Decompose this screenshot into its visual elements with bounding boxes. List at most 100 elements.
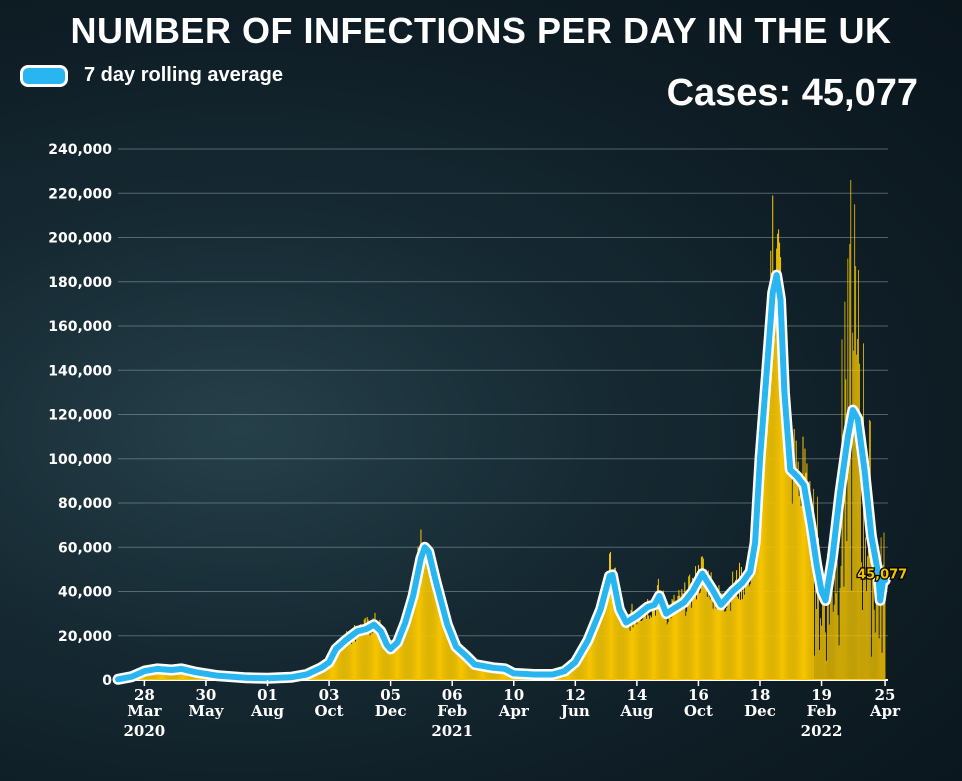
daily-case-bar — [742, 582, 744, 680]
daily-case-bar — [391, 646, 393, 680]
daily-case-bar — [419, 554, 421, 680]
daily-case-bar — [393, 651, 395, 680]
daily-case-bar — [624, 612, 626, 680]
daily-case-bar — [439, 611, 441, 680]
daily-case-bar — [811, 553, 813, 680]
daily-case-bar — [878, 638, 880, 680]
daily-case-bar — [322, 667, 324, 680]
daily-case-bar — [777, 233, 779, 680]
daily-case-bar — [755, 508, 757, 680]
daily-case-bar — [399, 636, 401, 680]
daily-case-bar — [445, 628, 447, 680]
daily-case-bar — [712, 608, 714, 680]
daily-case-bar — [662, 590, 664, 680]
daily-case-bar — [573, 666, 575, 680]
daily-case-bar — [778, 229, 780, 680]
daily-case-bar — [862, 609, 863, 680]
daily-case-bar — [587, 642, 589, 680]
daily-case-bar — [772, 195, 774, 680]
daily-case-bar — [412, 603, 414, 680]
daily-case-bar — [786, 460, 788, 680]
daily-case-bar — [403, 613, 405, 680]
daily-case-bar — [691, 607, 693, 680]
daily-case-bar — [866, 591, 867, 680]
daily-case-bar — [682, 593, 684, 680]
daily-case-bar — [577, 660, 579, 680]
daily-case-bar — [840, 565, 842, 680]
daily-case-bar — [428, 544, 430, 680]
daily-case-bar — [592, 635, 594, 680]
daily-case-bar — [721, 592, 723, 680]
daily-case-bar — [661, 613, 663, 680]
y-tick-label: 80,000 — [58, 496, 112, 512]
daily-case-bar — [574, 664, 576, 680]
daily-case-bar — [453, 649, 455, 680]
daily-case-bar — [438, 608, 441, 680]
daily-case-bar — [657, 578, 659, 680]
daily-case-bar — [340, 646, 342, 680]
daily-case-bar — [791, 504, 793, 680]
daily-case-bar — [752, 534, 754, 680]
daily-case-bar — [611, 580, 613, 680]
daily-case-bar — [842, 500, 844, 680]
daily-case-bar — [378, 635, 380, 680]
daily-case-bar — [826, 553, 828, 680]
x-tick-month: Aug — [250, 702, 285, 720]
y-tick-label: 180,000 — [48, 275, 112, 291]
daily-case-bar — [384, 637, 386, 680]
y-tick-label: 60,000 — [58, 540, 112, 556]
daily-case-bar — [171, 671, 173, 680]
daily-case-bar — [370, 631, 372, 680]
daily-case-bar — [872, 544, 874, 680]
daily-case-bar — [381, 626, 383, 680]
x-tick-month: Feb — [437, 702, 467, 720]
daily-case-bar — [731, 601, 733, 680]
daily-case-bar — [706, 597, 708, 680]
daily-case-bar — [642, 619, 644, 680]
daily-case-bar — [800, 505, 802, 680]
daily-case-bar — [646, 618, 648, 680]
y-tick-label: 240,000 — [48, 142, 112, 158]
daily-case-bar — [728, 602, 730, 680]
x-tick-day: 12 — [565, 686, 586, 704]
daily-case-bar — [363, 619, 365, 680]
daily-case-bar — [647, 599, 649, 680]
daily-case-bar — [720, 602, 722, 680]
daily-case-bar — [349, 641, 351, 680]
daily-case-bar — [803, 483, 805, 680]
daily-case-bar — [396, 640, 399, 680]
daily-case-bar — [578, 657, 580, 680]
daily-case-bar — [168, 671, 170, 680]
daily-case-bar — [774, 338, 776, 680]
daily-case-bar — [482, 668, 484, 680]
daily-case-bar — [765, 341, 767, 680]
daily-case-bar — [475, 667, 477, 680]
daily-case-bar — [584, 641, 586, 680]
daily-case-bar — [477, 667, 479, 680]
daily-case-bar — [804, 448, 806, 680]
daily-case-bar — [586, 633, 588, 680]
x-tick-year: 2021 — [431, 722, 473, 740]
daily-case-bar — [681, 589, 683, 680]
daily-case-bar — [377, 631, 379, 680]
daily-case-bar — [846, 541, 848, 680]
daily-case-bar — [596, 614, 598, 680]
daily-case-bar — [405, 606, 407, 680]
daily-case-bar — [471, 661, 473, 680]
x-tick-day: 10 — [503, 686, 524, 704]
daily-case-bar — [339, 644, 341, 680]
daily-case-bar — [867, 512, 869, 680]
daily-case-bar — [603, 603, 605, 680]
daily-case-bar — [829, 568, 831, 680]
daily-case-bar — [866, 556, 868, 680]
daily-case-bar — [733, 594, 735, 680]
daily-case-bar — [672, 600, 674, 680]
daily-case-bar — [355, 630, 357, 680]
daily-case-bar — [361, 634, 363, 680]
daily-case-bar — [350, 637, 352, 680]
daily-case-bar — [676, 602, 678, 680]
daily-case-bar — [443, 598, 445, 680]
daily-case-bar — [376, 629, 378, 680]
x-tick-day: 25 — [875, 686, 896, 704]
daily-case-bar — [698, 593, 700, 680]
